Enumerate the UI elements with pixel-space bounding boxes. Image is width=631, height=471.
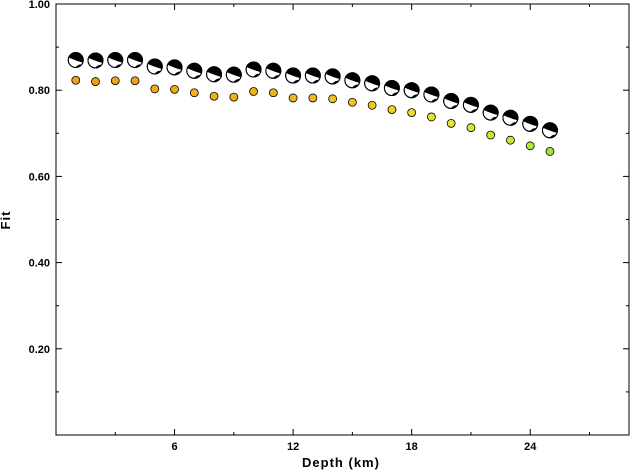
y-tick-label: 0.40: [29, 258, 50, 270]
x-axis-title: Depth (km): [302, 455, 380, 470]
fit-point: [268, 88, 278, 98]
focal-mechanism-marker: [304, 67, 321, 84]
fit-point: [446, 118, 456, 128]
x-tick-label: 24: [524, 441, 537, 453]
fit-point: [545, 147, 555, 156]
focal-mechanism-marker: [87, 52, 104, 69]
fit-point: [427, 112, 436, 122]
focal-mechanism-marker: [403, 82, 420, 99]
fit-point: [308, 93, 318, 103]
focal-mechanism-marker: [462, 96, 479, 113]
focal-mechanism-marker: [364, 75, 381, 92]
fit-point: [328, 94, 338, 104]
focal-mechanism-marker: [383, 80, 400, 97]
fit-point: [209, 91, 219, 101]
fit-point: [486, 130, 496, 140]
y-axis-title: Fit: [0, 211, 13, 230]
fit-point: [367, 100, 377, 110]
focal-mechanism-marker: [166, 59, 183, 76]
x-tick-label: 6: [171, 441, 177, 453]
fit-point: [229, 92, 239, 102]
fit-point: [189, 88, 199, 98]
focal-mechanism-marker: [285, 67, 302, 84]
x-axis: 6 12 18 24: [114, 4, 590, 453]
focal-mechanism-marker: [225, 66, 242, 83]
fit-point: [288, 93, 298, 103]
data-marks: [67, 52, 558, 156]
focal-mechanism-marker: [324, 68, 341, 85]
focal-mechanism-marker: [245, 61, 262, 78]
fit-point: [387, 105, 397, 114]
focal-mechanism-marker: [423, 86, 440, 103]
fit-point: [525, 141, 535, 151]
focal-mechanism-marker: [502, 109, 519, 126]
x-tick-label: 18: [406, 441, 418, 453]
focal-mechanism-marker: [107, 52, 124, 69]
focal-mechanism-marker: [146, 58, 163, 75]
y-axis: 0.20 0.40 0.60 0.80 1.00: [29, 0, 629, 393]
focal-mechanism-marker: [443, 92, 460, 109]
plot-frame: [55, 3, 630, 436]
y-tick-label: 1.00: [29, 0, 50, 11]
fit-point: [130, 76, 140, 86]
fit-point: [466, 123, 476, 133]
y-tick-label: 0.60: [29, 171, 50, 183]
fit-point: [91, 77, 100, 86]
fit-point: [150, 84, 160, 94]
y-tick-label: 0.80: [29, 85, 50, 97]
fit-point: [506, 135, 515, 145]
focal-mechanism-marker: [67, 52, 84, 69]
focal-mechanism-marker: [541, 122, 558, 139]
focal-mechanism-marker: [482, 104, 499, 121]
focal-mechanism-marker: [127, 52, 144, 69]
fit-point: [407, 108, 417, 118]
focal-mechanism-marker: [344, 72, 361, 89]
fit-point: [249, 87, 258, 96]
focal-mechanism-marker: [265, 62, 282, 79]
fit-point: [71, 75, 81, 85]
focal-mechanism-marker: [522, 115, 539, 132]
focal-mechanism-marker: [206, 66, 223, 83]
y-tick-label: 0.20: [29, 344, 50, 356]
fit-point: [170, 84, 179, 94]
fit-point: [110, 76, 120, 86]
focal-mechanism-marker: [186, 62, 203, 79]
fit-point: [347, 97, 357, 107]
x-tick-label: 12: [287, 441, 299, 453]
